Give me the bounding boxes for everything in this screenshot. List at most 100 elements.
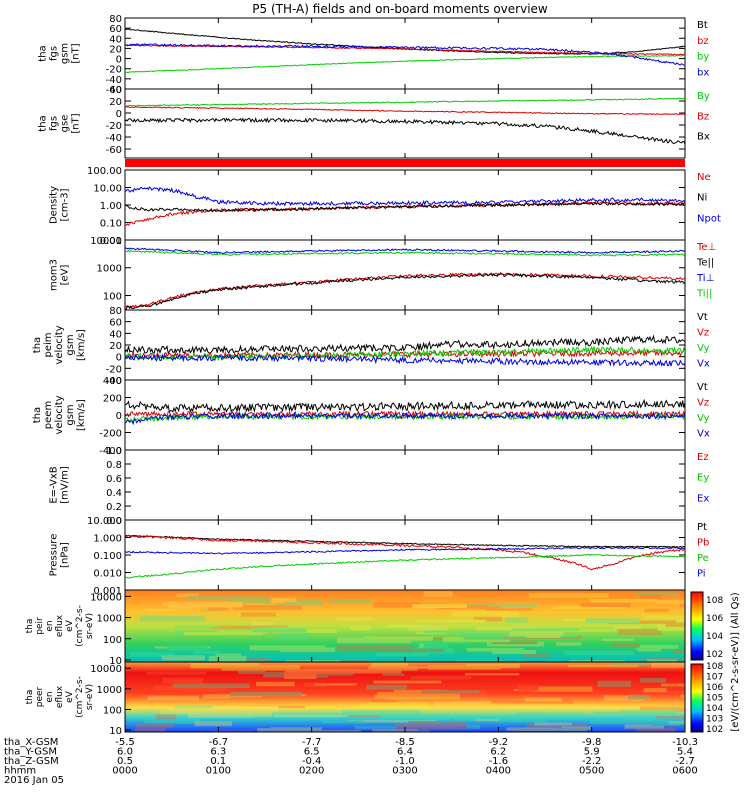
- series-line-Pt: [125, 534, 685, 548]
- ephemeris-value: -8.5: [395, 737, 415, 748]
- legend-label: Pi: [697, 569, 706, 580]
- ephemeris-value: 0100: [206, 766, 231, 777]
- y-axis-label: en: [45, 691, 55, 702]
- colorbar-upper: [690, 591, 704, 661]
- y-axis-label: peim: [43, 332, 54, 357]
- y-axis-label: eV: [65, 619, 75, 632]
- ephemeris-value: 0000: [112, 766, 137, 777]
- ephemeris-value: 5.4: [677, 747, 693, 758]
- legend-label: Bx: [697, 132, 710, 143]
- ephemeris-value: 0.5: [117, 756, 133, 767]
- y-axis-label: velocity: [54, 395, 65, 434]
- y-tick-label: -20: [106, 364, 122, 375]
- series-line-bx: [125, 43, 685, 66]
- spectrogram-peer: 10000 1000 100 10 tha peer en eflux eV (cm^2-s-sr…: [25, 661, 686, 737]
- ephemeris-value: 0200: [299, 766, 324, 777]
- y-axis-label: gsm: [65, 404, 76, 425]
- y-tick-label: 100: [103, 705, 122, 716]
- y-axis-label: peer: [35, 686, 45, 707]
- y-tick-label: 80: [109, 306, 122, 317]
- series-line-Vt: [125, 334, 685, 355]
- ephemeris-value: 6.2: [490, 747, 506, 758]
- y-tick-label: 100: [103, 291, 122, 302]
- panel-pressure: 10.000 1.000 0.100 0.010 0.001 Pressure [nPa] P…: [49, 516, 710, 597]
- y-axis-label: Pressure: [49, 534, 60, 577]
- date-label: 2016 Jan 05: [4, 775, 64, 786]
- legend-label: Vx: [697, 429, 710, 440]
- panel-peem-velocity: 400 200 0 -200 -400 tha peem velocity gsm [km/s] V…: [32, 376, 710, 457]
- colorbar-tick-label: 104: [706, 632, 723, 642]
- y-tick-label: 200: [103, 394, 122, 405]
- series-line-Vx: [125, 411, 685, 426]
- y-tick-label: -60: [106, 85, 122, 96]
- ephemeris-value: -9.8: [582, 737, 602, 748]
- colorbar-tick-label: 103: [706, 715, 723, 725]
- y-tick-label: 0: [116, 411, 122, 422]
- colorbar-tick-label: 106: [706, 614, 723, 624]
- series-line-Ti: [125, 247, 685, 255]
- y-tick-label: 60: [109, 24, 122, 35]
- series-line-Te: [125, 272, 685, 310]
- series-group: [125, 334, 685, 367]
- legend-label: Vt: [697, 382, 708, 393]
- colorbar-lower: [690, 663, 704, 733]
- y-tick-label: -40: [106, 376, 122, 387]
- ephemeris-value: -7.7: [302, 737, 322, 748]
- ephemeris-value: 6.0: [117, 747, 133, 758]
- ephemeris-value: -1.0: [395, 756, 415, 767]
- y-axis-label: gsm: [65, 334, 76, 355]
- panel-efield: 1.0 0.8 0.6 0.4 0.2 0.0 E=-VxB [mV/m] Ez Ey Ex: [49, 446, 710, 527]
- y-tick-label: 20: [109, 44, 122, 55]
- legend-label: Vx: [697, 359, 710, 370]
- colorbar-tick-label: 102: [706, 650, 723, 660]
- ephemeris-value: 0400: [486, 766, 511, 777]
- legend-label: Vz: [697, 398, 709, 409]
- series-line-Vt: [125, 398, 685, 414]
- y-axis-label: [km/s]: [76, 329, 87, 361]
- y-tick-label: 0: [116, 55, 122, 66]
- ephemeris-value: -2.2: [582, 756, 602, 767]
- series-line-Pb: [125, 534, 685, 571]
- y-axis-label: eflux: [55, 685, 65, 708]
- legend-label: Vt: [697, 312, 708, 323]
- y-tick-label: 80: [109, 14, 122, 25]
- y-axis-label: peir: [35, 617, 45, 635]
- legend-label: bx: [697, 67, 709, 78]
- y-axis-label: eV: [65, 690, 75, 703]
- colorbar-tick-label: 104: [706, 704, 723, 714]
- legend-label: Ni: [697, 193, 707, 204]
- legend-label: Ne: [697, 172, 711, 183]
- ephemeris-value: 0600: [672, 766, 697, 777]
- series-line-Bt: [125, 28, 685, 55]
- series-line-Ti: [125, 249, 685, 257]
- ephemeris-value: -5.5: [115, 737, 135, 748]
- y-axis-label: Density: [49, 186, 60, 224]
- y-tick-label: 20: [109, 341, 122, 352]
- ephemeris-value: -10.3: [672, 737, 698, 748]
- legend-label: Te||: [696, 258, 714, 269]
- y-tick-label: -40: [106, 133, 122, 144]
- series-line-Pi: [125, 546, 685, 555]
- spectrogram-image: [125, 590, 685, 662]
- series-line-Bz: [125, 106, 685, 116]
- series-group: [125, 186, 685, 227]
- y-tick-label: 1000: [97, 685, 122, 696]
- ephemeris-value: 0.1: [210, 756, 226, 767]
- ephemeris-value: 6.4: [397, 747, 413, 758]
- colorbar-tick-label: 107: [706, 673, 723, 683]
- series-line-bz: [125, 44, 685, 56]
- y-tick-label: 0: [116, 353, 122, 364]
- ephemeris-row-label: hhmm: [4, 766, 36, 777]
- y-axis-label: [nT]: [71, 43, 82, 63]
- y-tick-label: 0.4: [106, 488, 122, 499]
- y-tick-label: 0.100: [93, 551, 122, 562]
- y-axis-label: en: [45, 620, 55, 631]
- y-axis-label: tha: [32, 407, 43, 423]
- y-tick-label: -20: [106, 121, 122, 132]
